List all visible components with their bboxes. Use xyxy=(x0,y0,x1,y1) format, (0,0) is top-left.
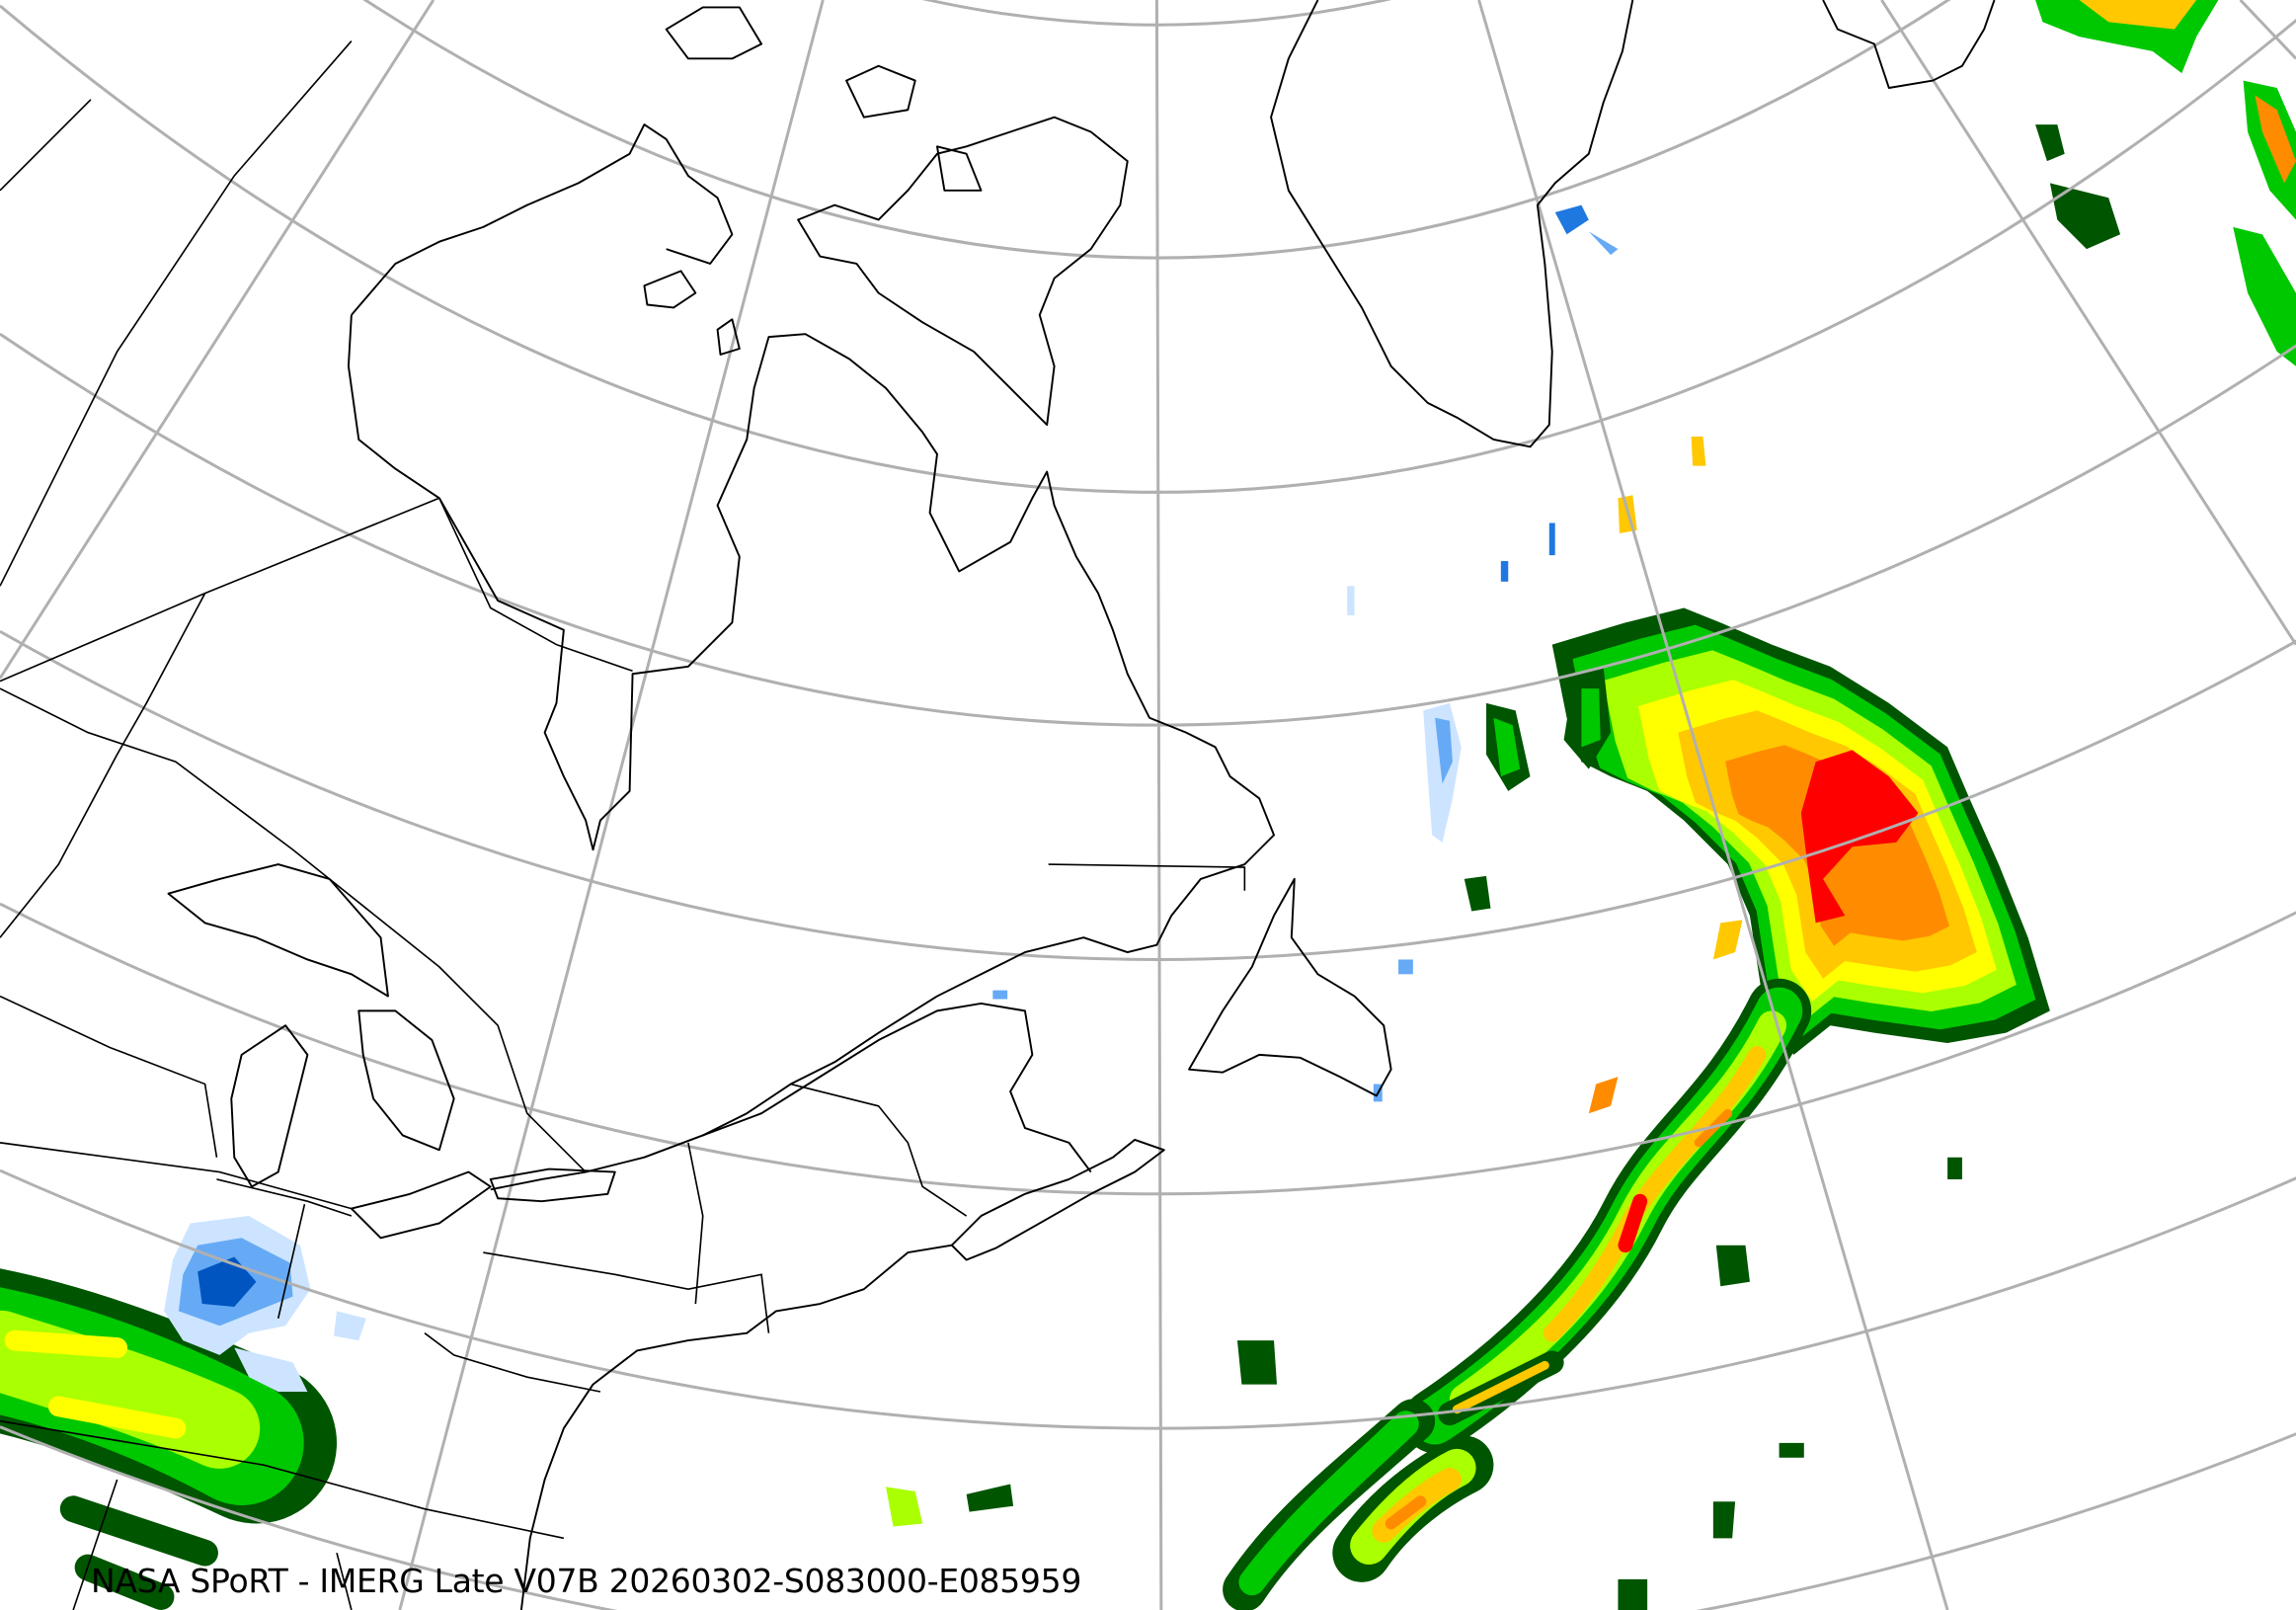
meridian-line xyxy=(2239,0,2296,60)
coastlines xyxy=(167,0,1996,1610)
lake-huron xyxy=(357,1009,455,1152)
parallel-line xyxy=(0,1425,2296,1610)
border-line xyxy=(0,99,440,683)
coastline-north-islands xyxy=(665,6,983,356)
precip-west-storm xyxy=(0,1268,338,1610)
map-caption: NASA SPoRT - IMERG Late V07B 20260302-S0… xyxy=(91,1562,1082,1600)
coastline-hudson-bay-labrador xyxy=(347,314,1275,1191)
border-line xyxy=(72,1479,353,1610)
parallel-line xyxy=(0,332,2296,727)
coastline-southampton-island xyxy=(643,270,697,309)
meridian-line xyxy=(0,0,435,680)
coastline-gulf-st-lawrence-south xyxy=(702,1003,1092,1173)
precip-snow-area xyxy=(164,1216,366,1393)
coastline-baffin-island xyxy=(797,116,1129,427)
lake-michigan xyxy=(230,1024,309,1188)
precip-tail-band xyxy=(1402,978,1812,1454)
meridian-line xyxy=(1880,0,2296,646)
political-borders xyxy=(0,40,1246,1610)
coastline-newfoundland xyxy=(1188,877,1392,1097)
border-line xyxy=(438,497,1246,891)
parallel-line xyxy=(0,629,2296,961)
parallel-line xyxy=(0,902,2296,1196)
parallel-line xyxy=(362,0,1951,260)
border-line xyxy=(0,995,353,1210)
meridian-line xyxy=(1477,0,1949,1610)
border-line xyxy=(0,593,206,938)
border-line xyxy=(687,1083,968,1305)
lake-superior xyxy=(167,863,389,998)
lake-erie xyxy=(350,1170,492,1240)
precip-snow-scattered xyxy=(992,204,1619,1102)
precip-main-storm xyxy=(1551,607,2050,1055)
border-line xyxy=(0,40,353,587)
precip-northeast-cells xyxy=(886,0,2296,1610)
meridian-line xyxy=(1154,0,1163,1610)
precip-southern-band xyxy=(1223,1350,1564,1610)
parallel-line xyxy=(0,1168,2296,1430)
coastline-arctic xyxy=(351,123,734,316)
meridian-line xyxy=(398,0,825,1610)
border-line xyxy=(0,1178,565,1540)
coastline-greenland xyxy=(1270,0,1634,448)
border-line xyxy=(0,687,587,1173)
coastline-nova-scotia xyxy=(950,1138,1165,1261)
parallel-line xyxy=(0,4,2296,494)
parallel-line xyxy=(922,0,1391,27)
coastline-us-east xyxy=(519,1244,952,1610)
coastline-iceland-area xyxy=(1822,0,1996,89)
border-line xyxy=(424,1251,770,1393)
lake-ontario xyxy=(489,1167,616,1203)
